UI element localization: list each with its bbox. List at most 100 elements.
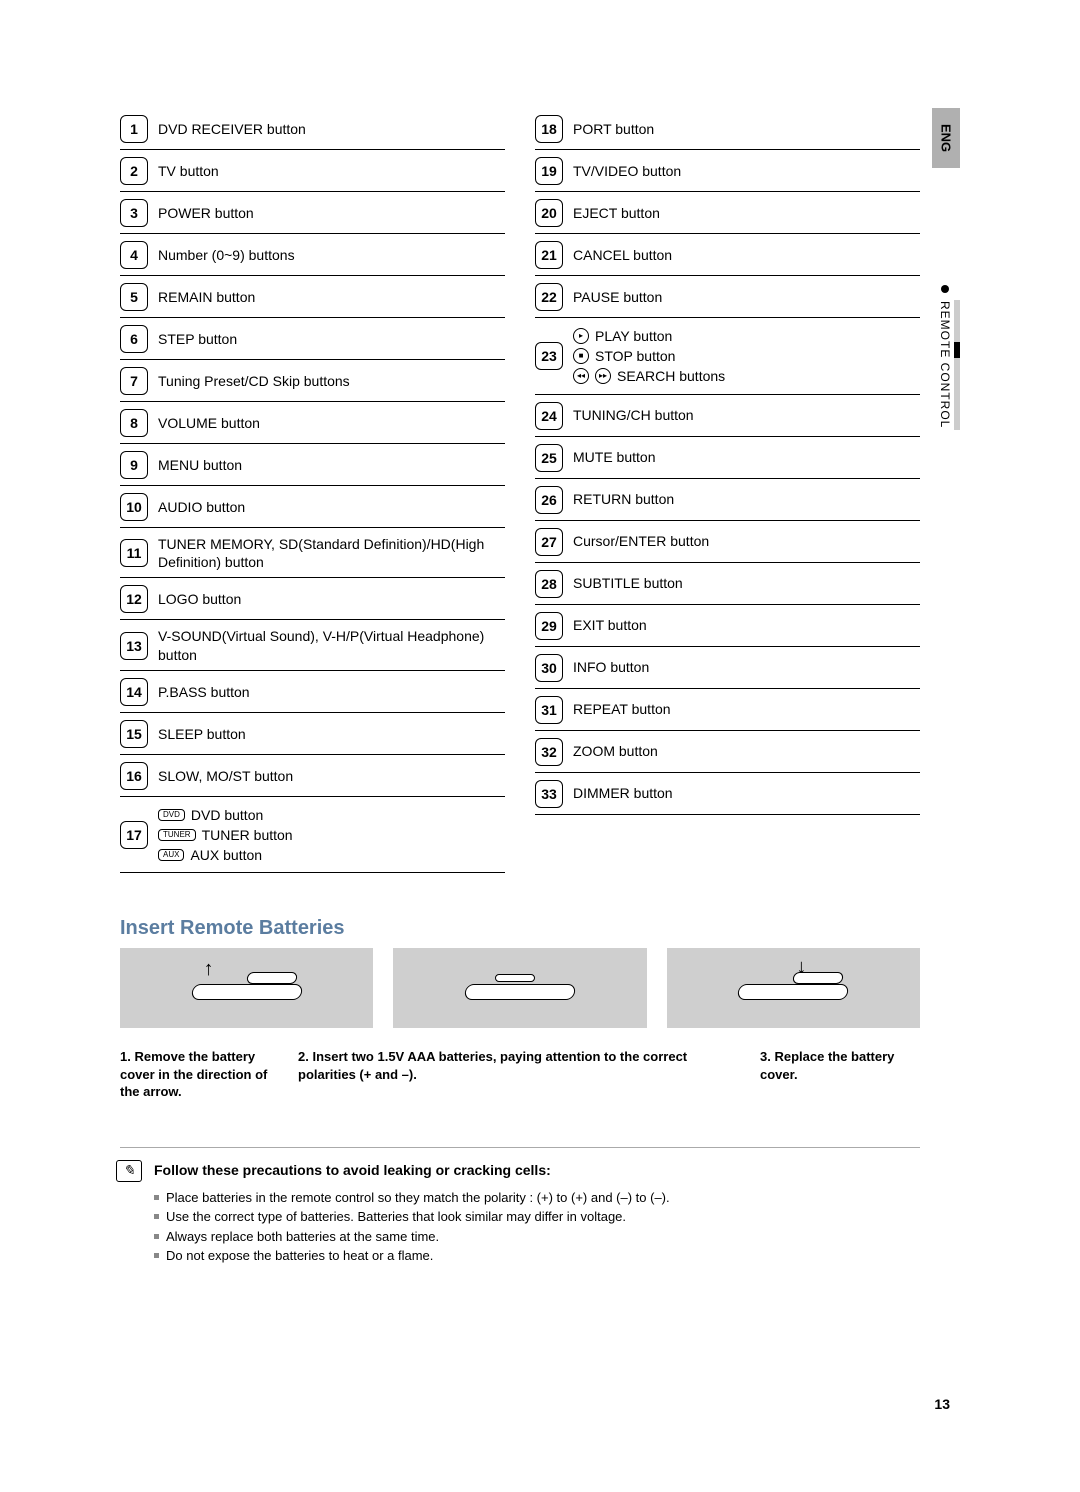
number-badge: 13 (120, 632, 148, 660)
button-label: AUDIO button (158, 498, 505, 516)
button-label: DVD RECEIVER button (158, 120, 505, 138)
button-label: STEP button (158, 330, 505, 348)
table-row: 9MENU button (120, 444, 505, 486)
battery-steps: 1. Remove the battery cover in the direc… (120, 1048, 920, 1101)
table-row: 32 ZOOM button (535, 731, 920, 773)
number-badge: 11 (120, 539, 148, 567)
button-label: PORT button (573, 120, 920, 138)
button-label: RETURN button (573, 490, 920, 508)
button-label: DVDDVD buttonTUNERTUNER buttonAUXAUX but… (158, 804, 505, 867)
number-badge: 30 (535, 654, 563, 682)
table-row: 17 DVDDVD buttonTUNERTUNER buttonAUXAUX b… (120, 797, 505, 874)
number-badge: 32 (535, 738, 563, 766)
button-label: VOLUME button (158, 414, 505, 432)
table-row: 12 LOGO button (120, 578, 505, 620)
number-badge: 24 (535, 402, 563, 430)
button-label: MUTE button (573, 448, 920, 466)
table-row: 25 MUTE button (535, 437, 920, 479)
number-badge: 4 (120, 241, 148, 269)
aux-pill: AUX (158, 849, 184, 861)
button-label: TV/VIDEO button (573, 162, 920, 180)
number-badge: 3 (120, 199, 148, 227)
precautions: ✎ Follow these precautions to avoid leak… (120, 1147, 920, 1266)
button-label: SUBTITLE button (573, 574, 920, 592)
number-badge: 8 (120, 409, 148, 437)
batteries-title: Insert Remote Batteries (120, 917, 920, 940)
table-row: 23▸PLAY button■STOP button◂◂▸▸SEARCH but… (535, 318, 920, 395)
button-label: TV button (158, 162, 505, 180)
button-label: TUNER MEMORY, SD(Standard Definition)/HD… (158, 535, 505, 571)
table-row: 6STEP button (120, 318, 505, 360)
step-2: 2. Insert two 1.5V AAA batteries, paying… (298, 1048, 742, 1101)
button-label: MENU button (158, 456, 505, 474)
table-row: 29EXIT button (535, 605, 920, 647)
number-badge: 19 (535, 157, 563, 185)
right-column: 18 PORT button 19 TV/VIDEO button 20EJECT bu… (535, 108, 920, 873)
play-icon: ▸ (573, 328, 589, 344)
note-icon: ✎ (116, 1160, 142, 1182)
page-number: 13 (934, 1396, 950, 1412)
precaution-item: Always replace both batteries at the sam… (154, 1227, 920, 1247)
button-label: LOGO button (158, 590, 505, 608)
number-badge: 17 (120, 821, 148, 849)
table-row: 16SLOW, MO/ST button (120, 755, 505, 797)
table-row: 13V-SOUND(Virtual Sound), V-H/P(Virtual … (120, 620, 505, 670)
number-badge: 20 (535, 199, 563, 227)
diagram-1: ↑ (120, 948, 373, 1028)
table-row: 15SLEEP button (120, 713, 505, 755)
button-label: EXIT button (573, 616, 920, 634)
left-column: 1 DVD RECEIVER button 2 TV button 3 POWER but… (120, 108, 505, 873)
button-label: POWER button (158, 204, 505, 222)
number-badge: 31 (535, 696, 563, 724)
table-row: 30INFO button (535, 647, 920, 689)
table-row: 26RETURN button (535, 479, 920, 521)
table-row: 19 TV/VIDEO button (535, 150, 920, 192)
step-3: 3. Replace the battery cover. (760, 1048, 920, 1101)
precaution-item: Use the correct type of batteries. Batte… (154, 1207, 920, 1227)
table-row: 3 POWER button (120, 192, 505, 234)
button-label: ZOOM button (573, 742, 920, 760)
table-row: 14P.BASS button (120, 671, 505, 713)
number-badge: 1 (120, 115, 148, 143)
arrow-icon: ↑ (204, 958, 214, 981)
button-label: P.BASS button (158, 683, 505, 701)
dvd-pill: DVD (158, 809, 185, 821)
section-label: REMOTE CONTROL (938, 285, 952, 428)
button-label: Number (0~9) buttons (158, 246, 505, 264)
number-badge: 7 (120, 367, 148, 395)
side-bar (954, 300, 960, 430)
table-row: 21CANCEL button (535, 234, 920, 276)
battery-diagrams: ↑ ↓ (120, 948, 920, 1028)
rewind-icon: ◂◂ (573, 368, 589, 384)
lang-tab: ENG (932, 108, 960, 168)
side-marker (954, 342, 960, 358)
table-row: 20EJECT button (535, 192, 920, 234)
number-badge: 25 (535, 444, 563, 472)
number-badge: 16 (120, 762, 148, 790)
number-badge: 2 (120, 157, 148, 185)
diagram-2 (393, 948, 646, 1028)
table-row: 31REPEAT button (535, 689, 920, 731)
table-row: 33DIMMER button (535, 773, 920, 815)
table-row: 28SUBTITLE button (535, 563, 920, 605)
batteries-section: Insert Remote Batteries ↑ ↓ (120, 917, 920, 1101)
step-1: 1. Remove the battery cover in the direc… (120, 1048, 280, 1101)
table-row: 10AUDIO button (120, 486, 505, 528)
number-badge: 12 (120, 585, 148, 613)
precautions-heading: Follow these precautions to avoid leakin… (154, 1162, 920, 1178)
table-row: 5REMAIN button (120, 276, 505, 318)
number-badge: 18 (535, 115, 563, 143)
button-label: TUNING/CH button (573, 406, 920, 424)
number-badge: 27 (535, 528, 563, 556)
button-reference-table: 1 DVD RECEIVER button 2 TV button 3 POWER but… (120, 108, 920, 873)
button-label: Cursor/ENTER button (573, 532, 920, 550)
number-badge: 5 (120, 283, 148, 311)
number-badge: 33 (535, 780, 563, 808)
button-label: SLEEP button (158, 725, 505, 743)
tuner-pill: TUNER (158, 829, 196, 841)
forward-icon: ▸▸ (595, 368, 611, 384)
button-label: Tuning Preset/CD Skip buttons (158, 372, 505, 390)
table-row: 2 TV button (120, 150, 505, 192)
number-badge: 21 (535, 241, 563, 269)
table-row: 27 Cursor/ENTER button (535, 521, 920, 563)
